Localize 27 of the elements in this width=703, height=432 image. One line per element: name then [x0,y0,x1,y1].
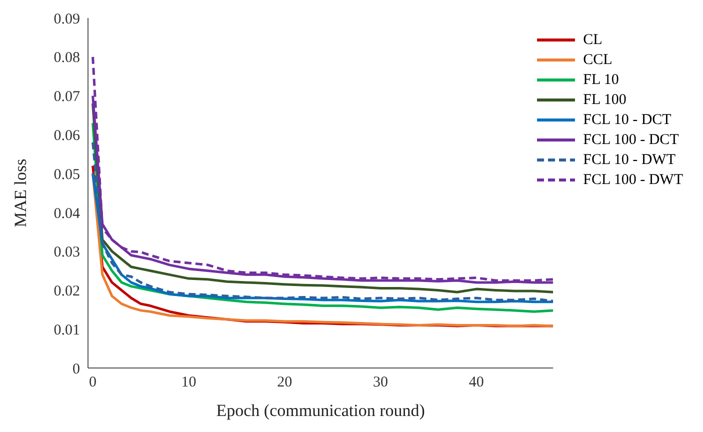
y-tick-label: 0.06 [54,128,80,144]
legend-label: FCL 10 - DCT [583,112,672,128]
line-series [92,56,554,282]
x-tick-label: 40 [468,374,484,391]
x-tick-label: 10 [181,374,196,391]
legend-label: CL [583,32,602,48]
legend-label: FCL 10 - DWT [583,152,676,168]
legend-label: CCL [583,52,612,68]
x-tick-label: 0 [89,374,97,391]
line-series [92,141,554,302]
y-tick-label: 0.02 [54,284,80,300]
y-tick-label: 0.04 [54,206,80,222]
x-axis-title: Epoch (communication round) [216,401,425,420]
legend-label: FCL 100 - DCT [583,132,679,148]
y-tick-label: 0.07 [54,89,80,106]
legend-label: FL 10 [583,72,619,88]
legend-label: FCL 100 - DWT [583,172,683,188]
y-tick-label: 0.08 [54,50,80,66]
x-tick-label: 30 [373,374,388,391]
y-tick-label: 0.01 [54,322,80,338]
y-tick-label: 0.05 [54,166,80,183]
y-axis-title: MAE loss [11,158,30,228]
x-tick-label: 20 [277,374,292,391]
y-tick-label: 0 [72,361,80,378]
legend-label: FL 100 [583,92,626,108]
y-tick-label: 0.09 [54,11,80,28]
y-tick-label: 0.03 [54,244,80,261]
